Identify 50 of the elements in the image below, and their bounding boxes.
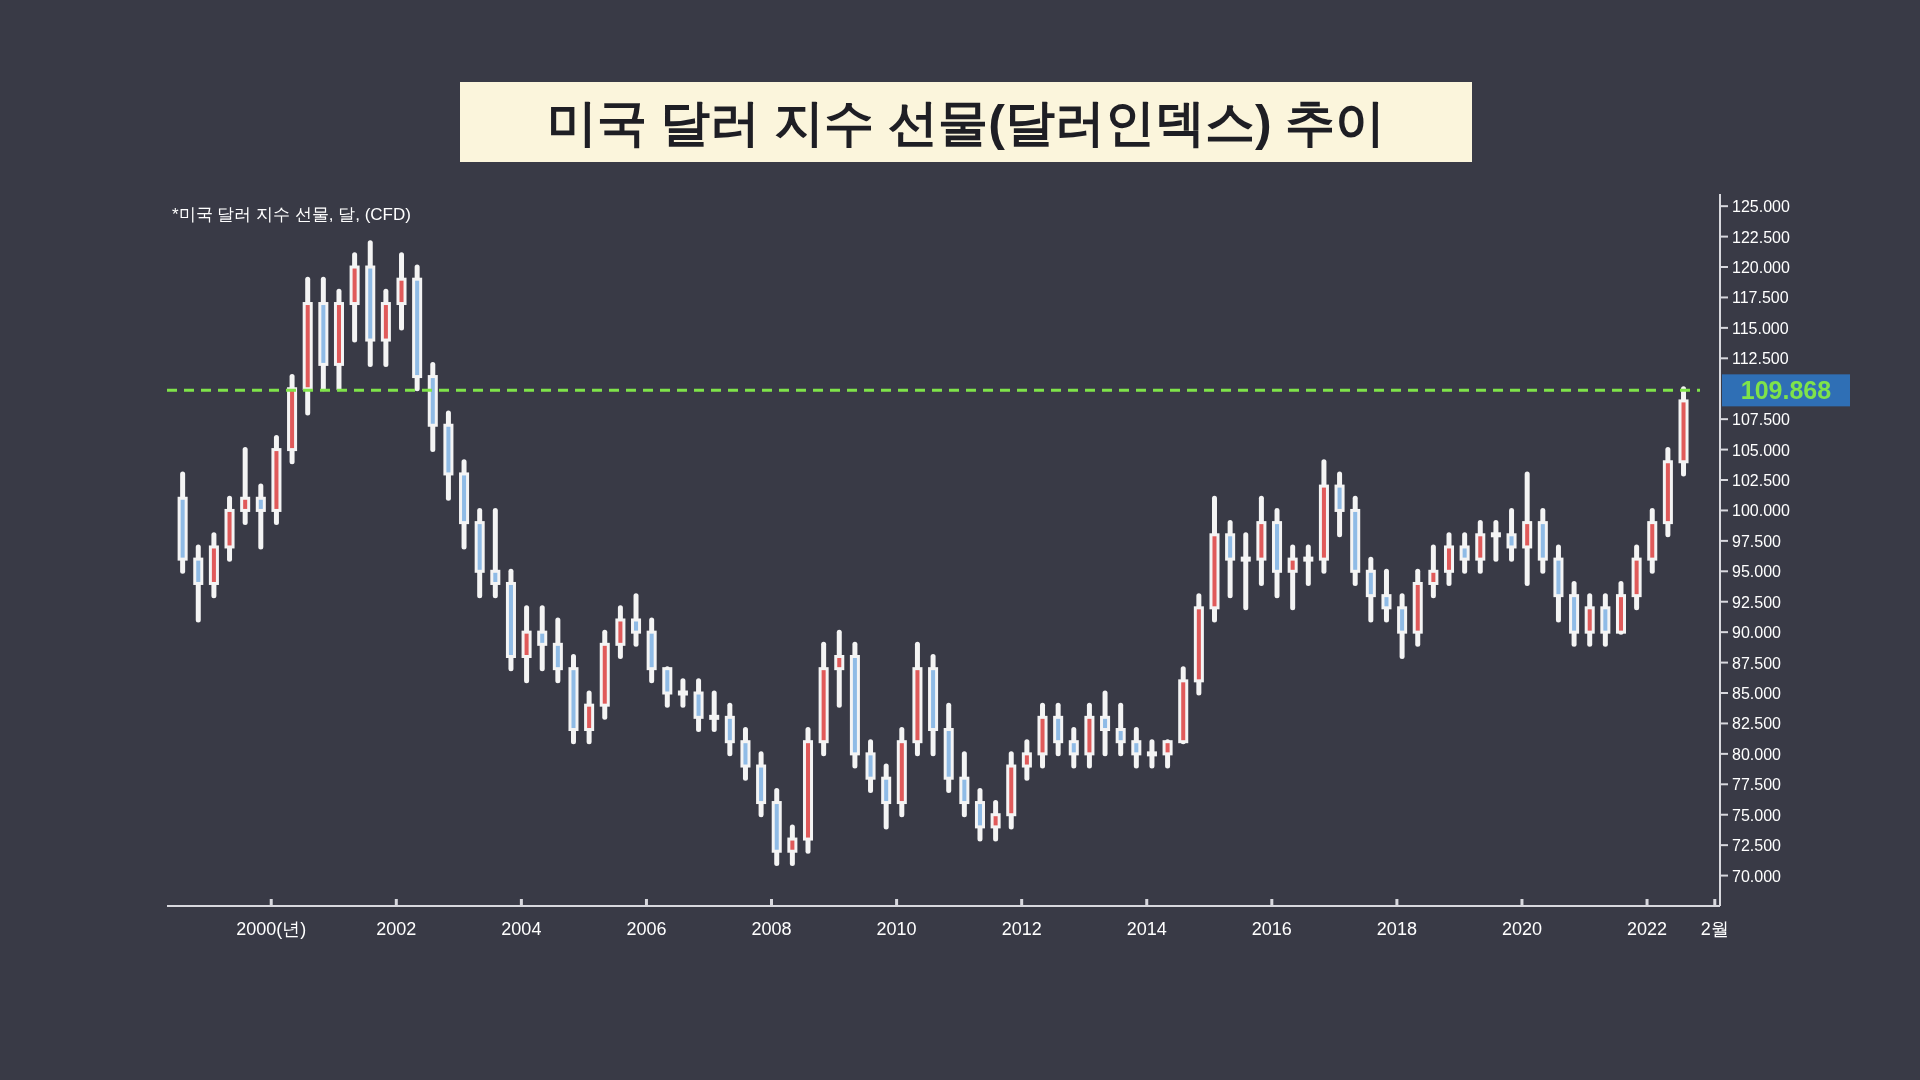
y-tick-label: 77.500 (1732, 776, 1782, 794)
y-tick-label: 75.000 (1732, 806, 1782, 824)
y-tick-label: 102.500 (1732, 472, 1790, 490)
x-tick-label: 2010 (876, 919, 917, 939)
x-tick-label: 2016 (1251, 919, 1292, 939)
chart-title: 미국 달러 지수 선물(달러인덱스) 추이 (546, 95, 1386, 151)
candlestick (990, 800, 1001, 842)
y-tick-label: 120.000 (1732, 259, 1790, 277)
y-tick-label: 107.500 (1732, 411, 1790, 429)
x-tick-label: 2006 (626, 919, 667, 939)
y-tick-label: 97.500 (1732, 532, 1782, 550)
y-tick-label: 117.500 (1732, 289, 1789, 307)
ref-line-label: 109.868 (1740, 376, 1832, 405)
x-tick-label: 2022 (1627, 919, 1668, 939)
candlestick (1303, 544, 1314, 586)
candlestick (1162, 739, 1173, 769)
candlestick (1459, 532, 1470, 574)
x-tick-label: 2월 (1700, 919, 1729, 939)
x-tick-label: 2014 (1126, 919, 1167, 939)
x-tick-label: 2012 (1001, 919, 1042, 939)
candlestick (1146, 739, 1157, 769)
y-tick-label: 87.500 (1732, 654, 1782, 672)
candlestick (1131, 727, 1142, 769)
y-tick-label: 90.000 (1732, 624, 1782, 642)
x-tick-label: 2020 (1501, 919, 1542, 939)
y-tick-label: 70.000 (1732, 867, 1782, 885)
y-tick-label: 85.000 (1732, 685, 1782, 703)
y-tick-label: 112.500 (1732, 350, 1789, 368)
text: *미국 달러 지수 선물, 달, (CFD) (172, 205, 411, 224)
y-tick-label: 72.500 (1732, 837, 1782, 855)
y-tick-label: 80.000 (1732, 745, 1782, 763)
y-tick-label: 82.500 (1732, 715, 1782, 733)
y-tick-label: 105.000 (1732, 441, 1790, 459)
x-tick-label: 2000(년) (236, 919, 307, 939)
candlestick (1490, 520, 1501, 562)
y-tick-label: 95.000 (1732, 563, 1782, 581)
x-tick-label: 2008 (751, 919, 792, 939)
y-tick-label: 115.000 (1732, 319, 1789, 337)
x-tick-label: 2018 (1376, 919, 1417, 939)
candlestick (787, 824, 798, 866)
y-tick-label: 92.500 (1732, 593, 1782, 611)
y-tick-label: 122.500 (1732, 228, 1790, 246)
x-tick-label: 2004 (501, 919, 542, 939)
candlestick (677, 678, 688, 708)
candlestick (631, 593, 642, 647)
candlestick (1021, 739, 1032, 781)
y-tick-label: 100.000 (1732, 502, 1790, 520)
candlestick (1068, 727, 1079, 769)
x-tick-label: 2002 (376, 919, 417, 939)
y-tick-label: 125.000 (1732, 198, 1790, 216)
